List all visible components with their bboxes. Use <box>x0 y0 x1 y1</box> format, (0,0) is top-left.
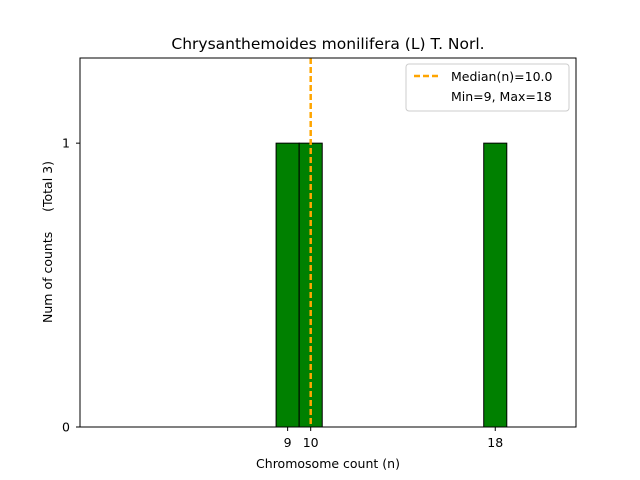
x-axis-label: Chromosome count (n) <box>256 456 400 471</box>
y-axis-label: Num of counts (Total 3) <box>40 161 55 323</box>
bar-18 <box>483 142 508 428</box>
plot-frame <box>79 57 577 428</box>
y-axis-ticks: 01 <box>62 136 80 435</box>
bar-9 <box>275 142 300 428</box>
legend: Median(n)=10.0 Min=9, Max=18 <box>405 63 570 112</box>
chart-title: Chrysanthemoides monilifera (L) T. Norl. <box>171 35 484 53</box>
x-tick-label-10: 10 <box>303 435 319 450</box>
x-tick-label-18: 18 <box>487 435 503 450</box>
y-tick-label-0: 0 <box>62 420 70 435</box>
x-tick-label-9: 9 <box>284 435 292 450</box>
legend-range-label: Min=9, Max=18 <box>451 89 552 104</box>
y-tick-label-1: 1 <box>62 136 70 151</box>
legend-median-label: Median(n)=10.0 <box>451 69 552 84</box>
x-axis-ticks: 9 10 18 <box>284 427 503 450</box>
legend-box <box>405 63 570 112</box>
